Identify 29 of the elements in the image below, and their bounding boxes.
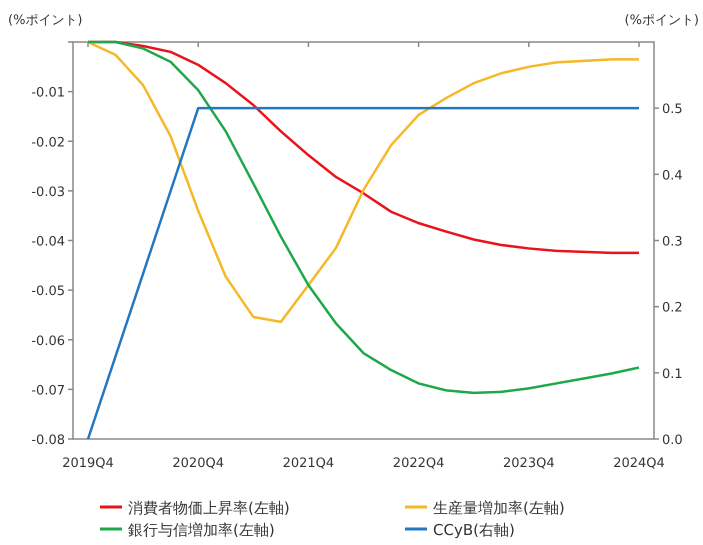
y2-tick-label: 0.3 (662, 234, 683, 250)
y-axis-title: (%ポイント) (8, 13, 82, 28)
line-series (86, 106, 640, 440)
legend-label: 銀行与信増加率(左軸) (128, 521, 275, 539)
y2-tick-label: 0.0 (662, 433, 683, 448)
x-tick-label: 2022Q4 (392, 456, 444, 471)
y2-axis-title: (%ポイント) (624, 13, 699, 28)
line-series (86, 40, 640, 394)
legend-label: 消費者物価上昇率(左軸) (128, 499, 290, 517)
y2-tick-label: 0.2 (662, 300, 683, 316)
y-tick-label: -0.06 (31, 334, 65, 349)
line-series (86, 40, 640, 324)
y2-tick-label: 0.1 (662, 366, 683, 382)
y-tick-label: -0.02 (31, 135, 65, 150)
x-tick-label: 2021Q4 (282, 456, 334, 471)
x-tick-label: 2023Q4 (503, 456, 555, 471)
x-tick-label: 2019Q4 (62, 456, 114, 471)
legend-label: 生産量増加率(左軸) (433, 499, 565, 517)
y2-tick-label: 0.5 (662, 102, 683, 118)
x-tick-label: 2020Q4 (172, 456, 224, 471)
x-tick-label: 2024Q4 (613, 456, 665, 471)
y-tick-label: -0.05 (31, 284, 65, 300)
y-tick-label: -0.03 (31, 184, 65, 200)
y2-tick-label: 0.4 (662, 168, 683, 184)
y-tick-label: -0.04 (31, 234, 65, 250)
legend-label: CCyB(右軸) (433, 521, 515, 539)
y-tick-label: -0.07 (31, 383, 65, 398)
y-tick-label: -0.08 (31, 433, 65, 448)
y-tick-label: -0.01 (31, 86, 65, 101)
